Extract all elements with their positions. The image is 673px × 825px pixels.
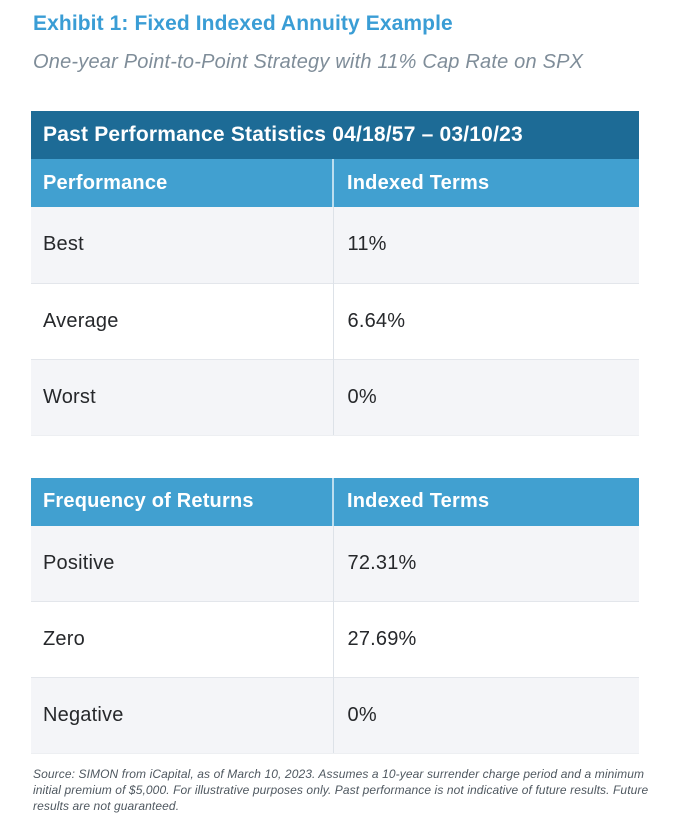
column-header-indexed-terms: Indexed Terms	[331, 159, 640, 207]
table-row-worst: Worst 0%	[31, 358, 640, 436]
table-row-positive: Positive 72.31%	[31, 525, 639, 602]
past-performance-table: Past Performance Statistics 04/18/57 – 0…	[31, 111, 640, 436]
column-header-frequency: Frequency of Returns	[31, 477, 333, 526]
row-label: Positive	[31, 525, 333, 602]
row-value: 72.31%	[332, 525, 639, 602]
row-label: Best	[31, 207, 333, 283]
table-row-best: Best 11%	[31, 207, 640, 283]
column-header-indexed-terms: Indexed Terms	[332, 477, 639, 526]
table-row-average: Average 6.64%	[31, 282, 640, 359]
row-value: 6.64%	[332, 282, 640, 359]
row-label: Worst	[31, 358, 333, 436]
table-title-row: Past Performance Statistics 04/18/57 – 0…	[31, 111, 640, 159]
exhibit-subtitle: One-year Point-to-Point Strategy with 11…	[33, 51, 584, 73]
column-header-performance: Performance	[31, 159, 333, 207]
row-label: Average	[31, 282, 333, 359]
source-footnote: Source: SIMON from iCapital, as of March…	[33, 767, 649, 814]
row-label: Negative	[31, 677, 333, 754]
column-header-row: Performance Indexed Terms	[31, 159, 640, 207]
exhibit-title: Exhibit 1: Fixed Indexed Annuity Example	[33, 12, 453, 35]
past-performance-table-title: Past Performance Statistics 04/18/57 – 0…	[31, 111, 640, 159]
row-value: 27.69%	[332, 601, 639, 678]
row-value: 0%	[332, 358, 640, 436]
table-row-negative: Negative 0%	[31, 677, 639, 754]
table-row-zero: Zero 27.69%	[31, 601, 639, 678]
row-label: Zero	[31, 601, 333, 678]
row-value: 0%	[332, 677, 639, 754]
frequency-of-returns-table: Frequency of Returns Indexed Terms Posit…	[31, 477, 639, 754]
column-header-row: Frequency of Returns Indexed Terms	[31, 477, 639, 526]
row-value: 11%	[332, 207, 640, 283]
